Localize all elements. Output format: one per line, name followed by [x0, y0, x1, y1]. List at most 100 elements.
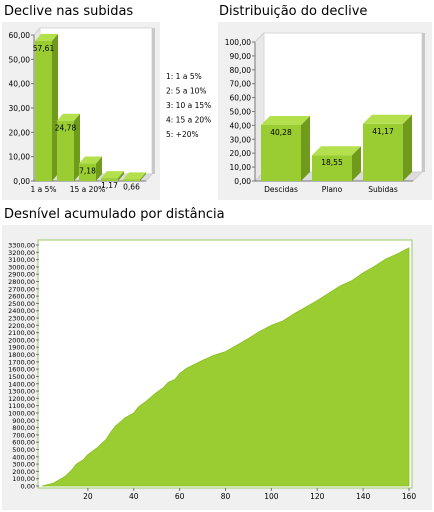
y-tick-label: 1000,00	[8, 409, 35, 417]
y-tick-label: 0,00	[13, 177, 30, 186]
y-tick-label: 800,00	[12, 424, 35, 432]
area-series	[41, 247, 410, 487]
bar	[123, 179, 140, 181]
bar-top	[123, 172, 146, 180]
x-tick-label: 140	[356, 492, 371, 501]
bar-side	[301, 116, 310, 181]
x-tick-label: 100	[264, 492, 279, 501]
bar-top	[101, 171, 124, 179]
y-tick-label: 60,00	[9, 31, 31, 40]
x-tick-label: 160	[402, 492, 417, 501]
y-tick-label: 1500,00	[8, 373, 35, 381]
y-tick-label: 1100,00	[8, 402, 35, 410]
legend-entry: 4: 15 a 20%	[166, 116, 211, 125]
bar-top	[79, 156, 102, 164]
legend-entry: 2: 5 a 10%	[166, 87, 207, 96]
y-tick-label: 0,00	[21, 483, 35, 491]
y-tick-label: 700,00	[12, 431, 35, 439]
bar-side	[140, 172, 146, 181]
y-tick-label: 2200,00	[8, 322, 35, 330]
wall-shadow	[422, 33, 425, 172]
y-tick-label: 3200,00	[8, 249, 35, 257]
y-tick-label: 2300,00	[8, 315, 35, 323]
y-tick-label: 50,00	[230, 108, 252, 117]
y-tick-label: 1600,00	[8, 366, 35, 374]
legend-entry: 5: +20%	[166, 130, 199, 139]
bar	[261, 125, 301, 181]
bar-top	[363, 114, 412, 124]
y-tick-label: 10,00	[230, 163, 252, 172]
bar-side	[74, 113, 80, 181]
chart-desnivel-acumulado: 0,00100,00200,00300,00400,00500,00600,00…	[2, 225, 432, 510]
bar-side	[52, 33, 58, 181]
y-tick-label: 200,00	[12, 468, 35, 476]
y-tick-label: 1400,00	[8, 380, 35, 388]
y-tick-label: 2800,00	[8, 278, 35, 286]
y-tick-label: 400,00	[12, 453, 35, 461]
y-tick-label: 3000,00	[8, 263, 35, 271]
bar-top	[35, 33, 58, 41]
bar-value-label: 40,28	[270, 128, 292, 137]
y-tick-label: 100,00	[12, 475, 35, 483]
x-tick-label: 40	[129, 492, 139, 501]
y-tick-label: 50,00	[9, 55, 31, 64]
x-tick-label: Descidas	[264, 185, 298, 194]
x-tick-label: 1 a 5%	[30, 185, 56, 194]
bar-side	[403, 114, 412, 181]
x-tick-label: 120	[310, 492, 325, 501]
chart-title-declive-subidas: Declive nas subidas	[4, 4, 134, 19]
legend-entry: 1: 1 a 5%	[166, 72, 202, 81]
y-tick-label: 30,00	[230, 135, 252, 144]
y-tick-label: 1300,00	[8, 388, 35, 396]
bar	[35, 40, 52, 181]
legend-entry: 3: 10 a 15%	[166, 101, 211, 110]
y-tick-label: 80,00	[230, 66, 252, 75]
wall-shadow	[152, 28, 155, 174]
x-tick-label: 80	[221, 492, 231, 501]
bar-top	[261, 116, 310, 126]
y-tick-label: 100,00	[225, 38, 251, 47]
y-tick-label: 2500,00	[8, 300, 35, 308]
y-tick-label: 1200,00	[8, 395, 35, 403]
chart-title-desnivel-acumulado: Desnível acumulado por distância	[4, 207, 225, 222]
y-tick-label: 600,00	[12, 439, 35, 447]
y-tick-label: 90,00	[230, 52, 252, 61]
y-tick-label: 30,00	[9, 104, 31, 113]
bar-top	[57, 113, 80, 121]
x-tick-label: 60	[175, 492, 185, 501]
y-tick-label: 0,00	[234, 177, 251, 186]
y-tick-label: 900,00	[12, 417, 35, 425]
bar-value-label: 18,55	[321, 158, 343, 167]
y-tick-label: 2600,00	[8, 293, 35, 301]
y-tick-label: 1800,00	[8, 351, 35, 359]
y-tick-label: 2100,00	[8, 329, 35, 337]
y-tick-label: 2000,00	[8, 336, 35, 344]
bar-value-label: 57,61	[33, 44, 55, 53]
bar-value-label: 1,17	[101, 181, 118, 190]
bar-side	[352, 146, 361, 181]
bar	[79, 163, 96, 181]
x-tick-label: Subidas	[368, 185, 398, 194]
y-tick-label: 70,00	[230, 80, 252, 89]
bar-value-label: 0,66	[123, 182, 140, 191]
bar	[312, 155, 352, 181]
y-tick-label: 500,00	[12, 446, 35, 454]
x-tick-label: 20	[83, 492, 93, 501]
y-tick-label: 60,00	[230, 94, 252, 103]
bar-side	[118, 171, 124, 181]
chart-distribuicao-declive: 0,00 10,00 20,00 30,00 40,00 50,00 60,00 70,00 8…	[218, 22, 432, 200]
bar-value-label: 7,18	[79, 167, 96, 176]
bar	[101, 178, 118, 181]
y-tick-label: 1900,00	[8, 344, 35, 352]
y-tick-label: 10,00	[9, 153, 31, 162]
x-tick-label: Plano	[322, 185, 343, 194]
y-tick-label: 2700,00	[8, 285, 35, 293]
y-tick-label: 40,00	[230, 121, 252, 130]
bar-side	[96, 156, 102, 181]
y-tick-label: 1700,00	[8, 358, 35, 366]
y-tick-label: 2900,00	[8, 271, 35, 279]
bar-value-label: 41,17	[372, 127, 394, 136]
bar	[57, 120, 74, 181]
